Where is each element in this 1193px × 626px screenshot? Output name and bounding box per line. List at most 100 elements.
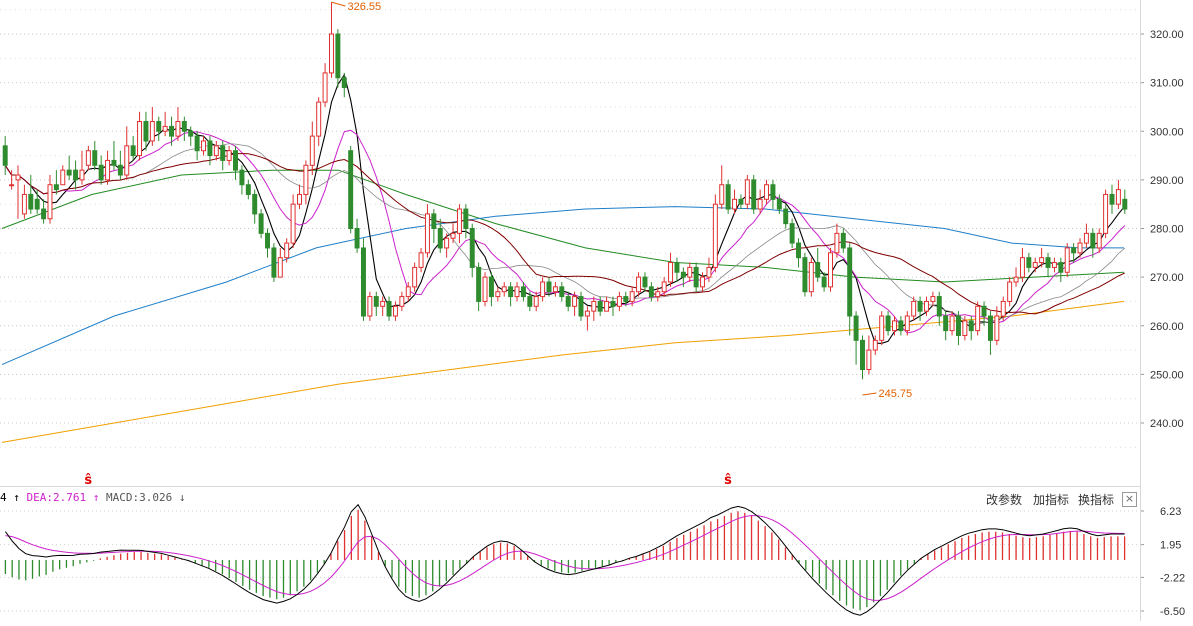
candle[interactable] xyxy=(879,311,885,346)
candle[interactable] xyxy=(994,306,1000,346)
candle[interactable] xyxy=(1109,184,1115,214)
candle[interactable] xyxy=(591,296,597,321)
candle[interactable] xyxy=(213,140,219,161)
candle[interactable] xyxy=(981,301,987,326)
candle[interactable] xyxy=(719,165,725,210)
candle[interactable] xyxy=(117,150,123,180)
candle[interactable] xyxy=(175,106,181,141)
add-indicator-button[interactable]: 加指标 xyxy=(1033,493,1070,507)
candle[interactable] xyxy=(1090,228,1096,258)
candle[interactable] xyxy=(751,175,757,214)
candle[interactable] xyxy=(220,140,226,171)
candle[interactable] xyxy=(597,296,603,317)
candle[interactable] xyxy=(21,184,27,219)
candle[interactable] xyxy=(936,291,942,326)
candle[interactable] xyxy=(738,194,744,210)
candle[interactable] xyxy=(284,238,290,263)
candle[interactable] xyxy=(712,194,718,273)
candle[interactable] xyxy=(796,238,802,268)
candle[interactable] xyxy=(15,165,21,219)
candle[interactable] xyxy=(501,281,507,297)
candle[interactable] xyxy=(1071,243,1077,263)
candle[interactable] xyxy=(463,204,469,239)
candle[interactable] xyxy=(1013,267,1019,287)
candle[interactable] xyxy=(194,131,200,161)
candle[interactable] xyxy=(28,175,34,214)
candle[interactable] xyxy=(354,218,360,253)
candle[interactable] xyxy=(1000,296,1006,321)
candle[interactable] xyxy=(444,233,450,258)
candle[interactable] xyxy=(533,291,539,312)
candle[interactable] xyxy=(744,175,750,210)
candle[interactable] xyxy=(514,281,520,302)
candle[interactable] xyxy=(258,209,264,239)
candle[interactable] xyxy=(623,291,629,307)
candle[interactable] xyxy=(520,281,526,302)
candle[interactable] xyxy=(188,126,194,146)
candle[interactable] xyxy=(725,179,731,214)
candle[interactable] xyxy=(277,247,283,278)
candle[interactable] xyxy=(47,175,53,224)
candle[interactable] xyxy=(629,286,635,307)
candle[interactable] xyxy=(1064,243,1070,278)
candle[interactable] xyxy=(233,145,239,180)
candle[interactable] xyxy=(316,97,322,146)
candle[interactable] xyxy=(636,272,642,297)
candle[interactable] xyxy=(776,194,782,214)
candle[interactable] xyxy=(245,179,251,200)
candle[interactable] xyxy=(469,223,475,278)
candle[interactable] xyxy=(1058,257,1064,282)
candle[interactable] xyxy=(783,204,789,229)
candle[interactable] xyxy=(975,301,981,336)
candle[interactable] xyxy=(418,247,424,273)
candle[interactable] xyxy=(73,160,79,190)
candle[interactable] xyxy=(687,262,693,282)
candle[interactable] xyxy=(847,243,853,336)
candle[interactable] xyxy=(828,247,833,292)
candle[interactable] xyxy=(271,243,277,282)
candle[interactable] xyxy=(604,296,610,312)
candle[interactable] xyxy=(386,296,392,321)
candle[interactable] xyxy=(706,257,712,282)
candle[interactable] xyxy=(143,111,149,151)
candle[interactable] xyxy=(923,296,929,317)
candle[interactable] xyxy=(105,150,111,185)
candle[interactable] xyxy=(757,189,763,214)
candle[interactable] xyxy=(968,316,974,341)
candle[interactable] xyxy=(265,228,270,258)
candle[interactable] xyxy=(207,136,213,166)
candle[interactable] xyxy=(770,179,776,210)
candle[interactable] xyxy=(412,262,418,292)
candle[interactable] xyxy=(450,223,456,244)
candle[interactable] xyxy=(335,29,341,88)
candle[interactable] xyxy=(162,111,168,137)
candle[interactable] xyxy=(328,2,334,78)
candle[interactable] xyxy=(297,184,302,210)
candle[interactable] xyxy=(1115,179,1121,210)
candle[interactable] xyxy=(476,262,482,312)
signal-marker[interactable]: ŝ xyxy=(724,473,732,488)
candle[interactable] xyxy=(495,286,501,302)
candle[interactable] xyxy=(891,316,897,336)
candle[interactable] xyxy=(226,145,232,166)
candle[interactable] xyxy=(930,291,936,307)
candle[interactable] xyxy=(1007,277,1013,307)
candle[interactable] xyxy=(853,311,859,365)
candle[interactable] xyxy=(540,277,546,302)
candle[interactable] xyxy=(137,111,143,161)
candle[interactable] xyxy=(79,150,85,185)
candle[interactable] xyxy=(488,272,494,307)
candle[interactable] xyxy=(1045,252,1051,278)
candle[interactable] xyxy=(655,286,661,302)
candle[interactable] xyxy=(808,257,814,297)
candle[interactable] xyxy=(661,277,667,297)
candle[interactable] xyxy=(732,189,738,214)
change-params-button[interactable]: 改参数 xyxy=(986,493,1023,507)
candle[interactable] xyxy=(872,335,878,355)
candle[interactable] xyxy=(149,106,155,146)
candle[interactable] xyxy=(917,296,923,321)
candle[interactable] xyxy=(399,291,405,312)
candle[interactable] xyxy=(680,267,686,287)
candle[interactable] xyxy=(1077,238,1083,258)
candle[interactable] xyxy=(949,311,955,336)
